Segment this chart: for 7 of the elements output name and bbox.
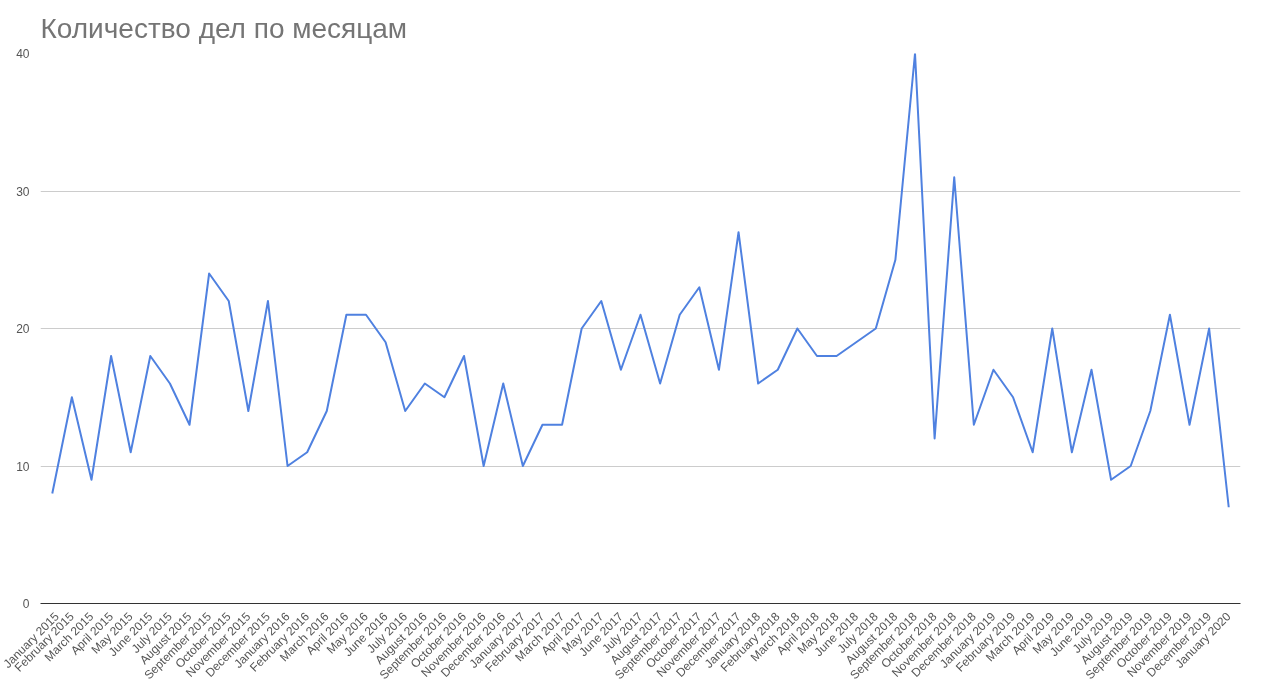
y-tick-label: 0 — [22, 597, 30, 611]
chart-title: Количество дел по месяцам — [40, 12, 408, 44]
y-tick-label: 20 — [16, 322, 30, 336]
line-series — [51, 53, 1230, 509]
y-tick-label: 40 — [16, 47, 30, 61]
y-tick-label: 30 — [16, 184, 30, 199]
y-tick-label: 10 — [16, 459, 30, 474]
